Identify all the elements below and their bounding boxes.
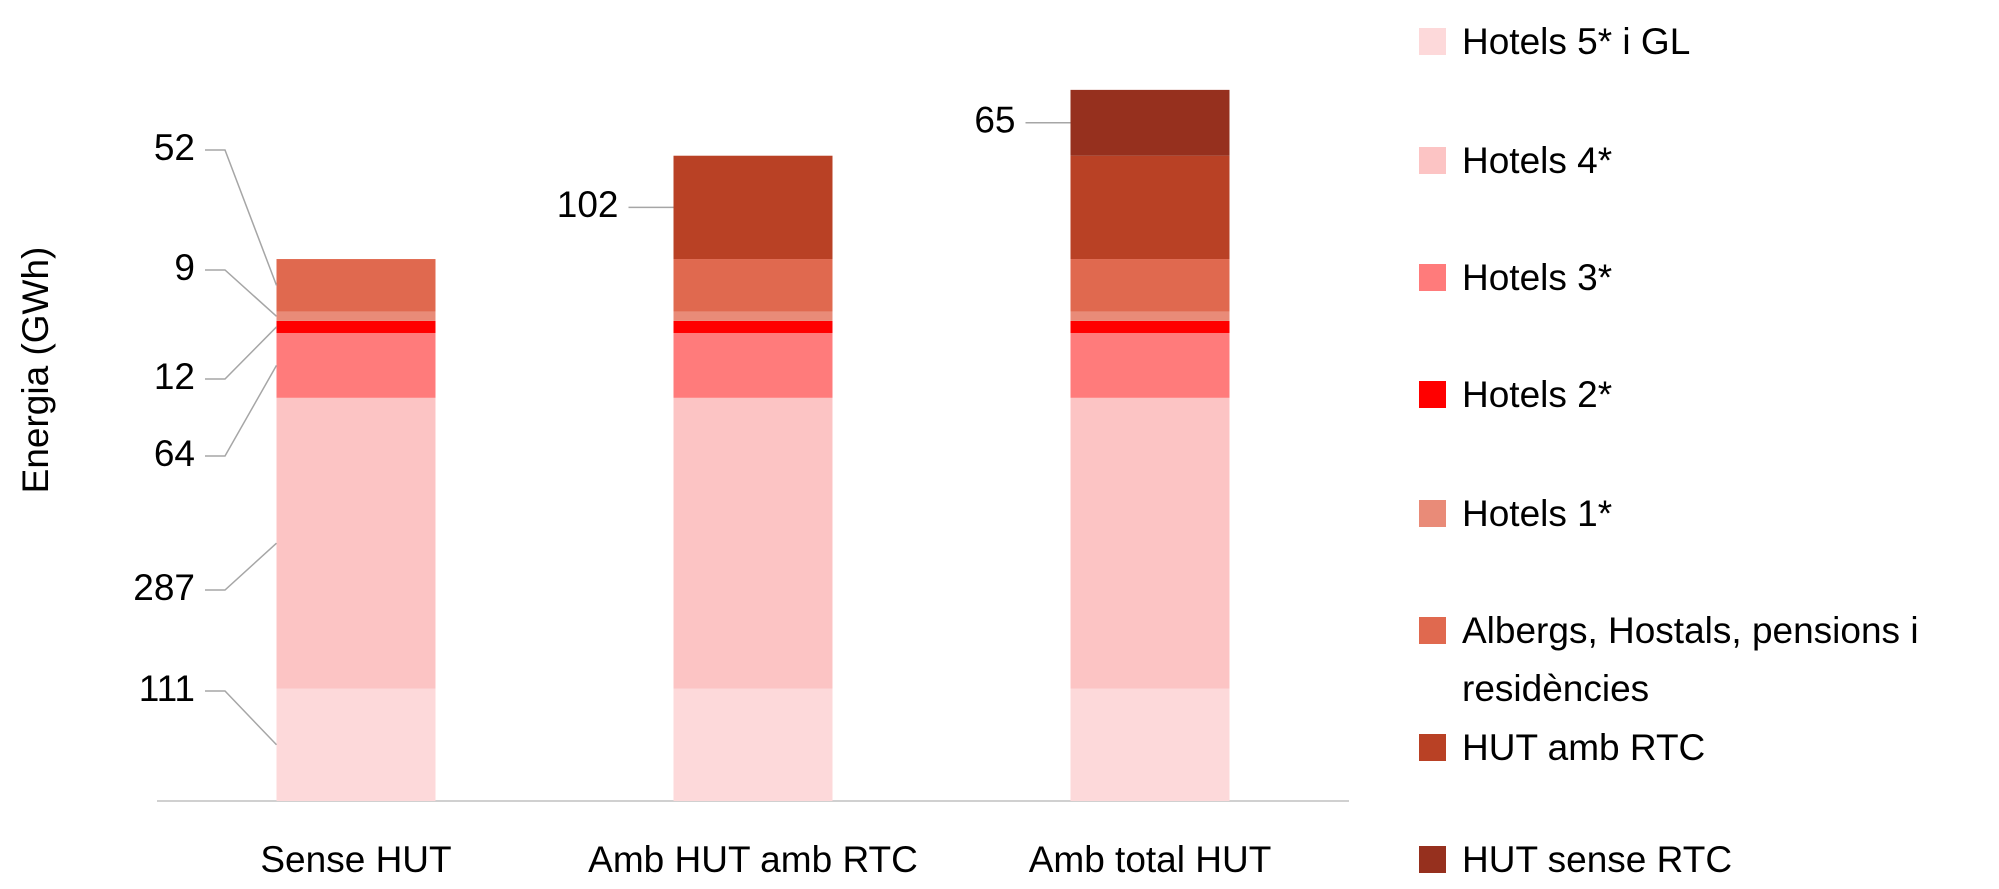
legend-swatch (1419, 28, 1446, 55)
bar-segment (1070, 259, 1230, 312)
x-tick-label: Amb HUT amb RTC (588, 839, 918, 880)
data-label: 12 (154, 356, 195, 397)
data-label: 9 (174, 247, 195, 288)
legend-label: HUT sense RTC (1462, 839, 1733, 880)
bar-segment (276, 259, 436, 312)
leader-line (205, 149, 278, 286)
legend-label: Hotels 3* (1462, 257, 1613, 298)
legend-label: Hotels 2* (1462, 374, 1613, 415)
legend-swatch (1419, 147, 1446, 174)
chart: Energia (GWh) Sense HUT Amb HUT amb RTC Am… (15, 89, 1349, 880)
bar-segment (1070, 397, 1230, 689)
bar-segment (1070, 311, 1230, 321)
leader-line (205, 326, 278, 380)
bar-segment (673, 155, 833, 260)
bar-segment (1070, 332, 1230, 398)
leader-line (205, 690, 278, 746)
legend-label: Albergs, Hostals, pensions i residències (1462, 610, 1919, 709)
legend-label: Hotels 5* i GL (1462, 21, 1691, 62)
leader-line (205, 542, 278, 591)
legend-item: Hotels 4* (1419, 132, 1994, 190)
leader-line (205, 269, 278, 317)
legend-label: HUT amb RTC (1462, 727, 1706, 768)
bar-segment (673, 320, 833, 333)
legend-swatch (1419, 381, 1446, 408)
data-label: 64 (154, 433, 195, 474)
bar-segment (1070, 155, 1230, 260)
bar-segment (276, 688, 436, 801)
legend-swatch (1419, 846, 1446, 873)
bar-segment (673, 332, 833, 398)
legend-item: Hotels 5* i GL (1419, 13, 1994, 71)
bar-segment (276, 320, 436, 333)
legend-label: Hotels 1* (1462, 493, 1613, 534)
bar-segment (673, 311, 833, 321)
bar-segment (1070, 320, 1230, 333)
data-label: 111 (139, 668, 195, 709)
legend-item: Hotels 1* (1419, 485, 1994, 543)
data-label: 287 (133, 567, 195, 608)
bar-segment (276, 332, 436, 398)
leader-line (205, 365, 278, 457)
legend-swatch (1419, 264, 1446, 291)
legend-item: HUT amb RTC (1419, 719, 1994, 777)
bar-segment (673, 259, 833, 312)
bar-segment (673, 397, 833, 689)
bar-segment (276, 397, 436, 689)
legend-item: Albergs, Hostals, pensions i residències (1419, 602, 1994, 718)
bar-segment (673, 688, 833, 801)
legend-swatch (1419, 617, 1446, 644)
legend-swatch (1419, 500, 1446, 527)
legend-item: HUT sense RTC (1419, 831, 1994, 889)
bar-segment (276, 311, 436, 321)
data-label: 65 (974, 100, 1015, 141)
x-tick-label: Sense HUT (260, 839, 451, 880)
legend-swatch (1419, 734, 1446, 761)
data-label: 52 (154, 127, 195, 168)
bar-segment (1070, 688, 1230, 801)
data-label: 102 (557, 184, 619, 225)
y-axis-label: Energia (GWh) (15, 247, 56, 494)
legend-item: Hotels 3* (1419, 249, 1994, 307)
x-tick-label: Amb total HUT (1029, 839, 1272, 880)
legend-item: Hotels 2* (1419, 366, 1994, 424)
bar-segment (1070, 89, 1230, 156)
legend-label: Hotels 4* (1462, 140, 1613, 181)
